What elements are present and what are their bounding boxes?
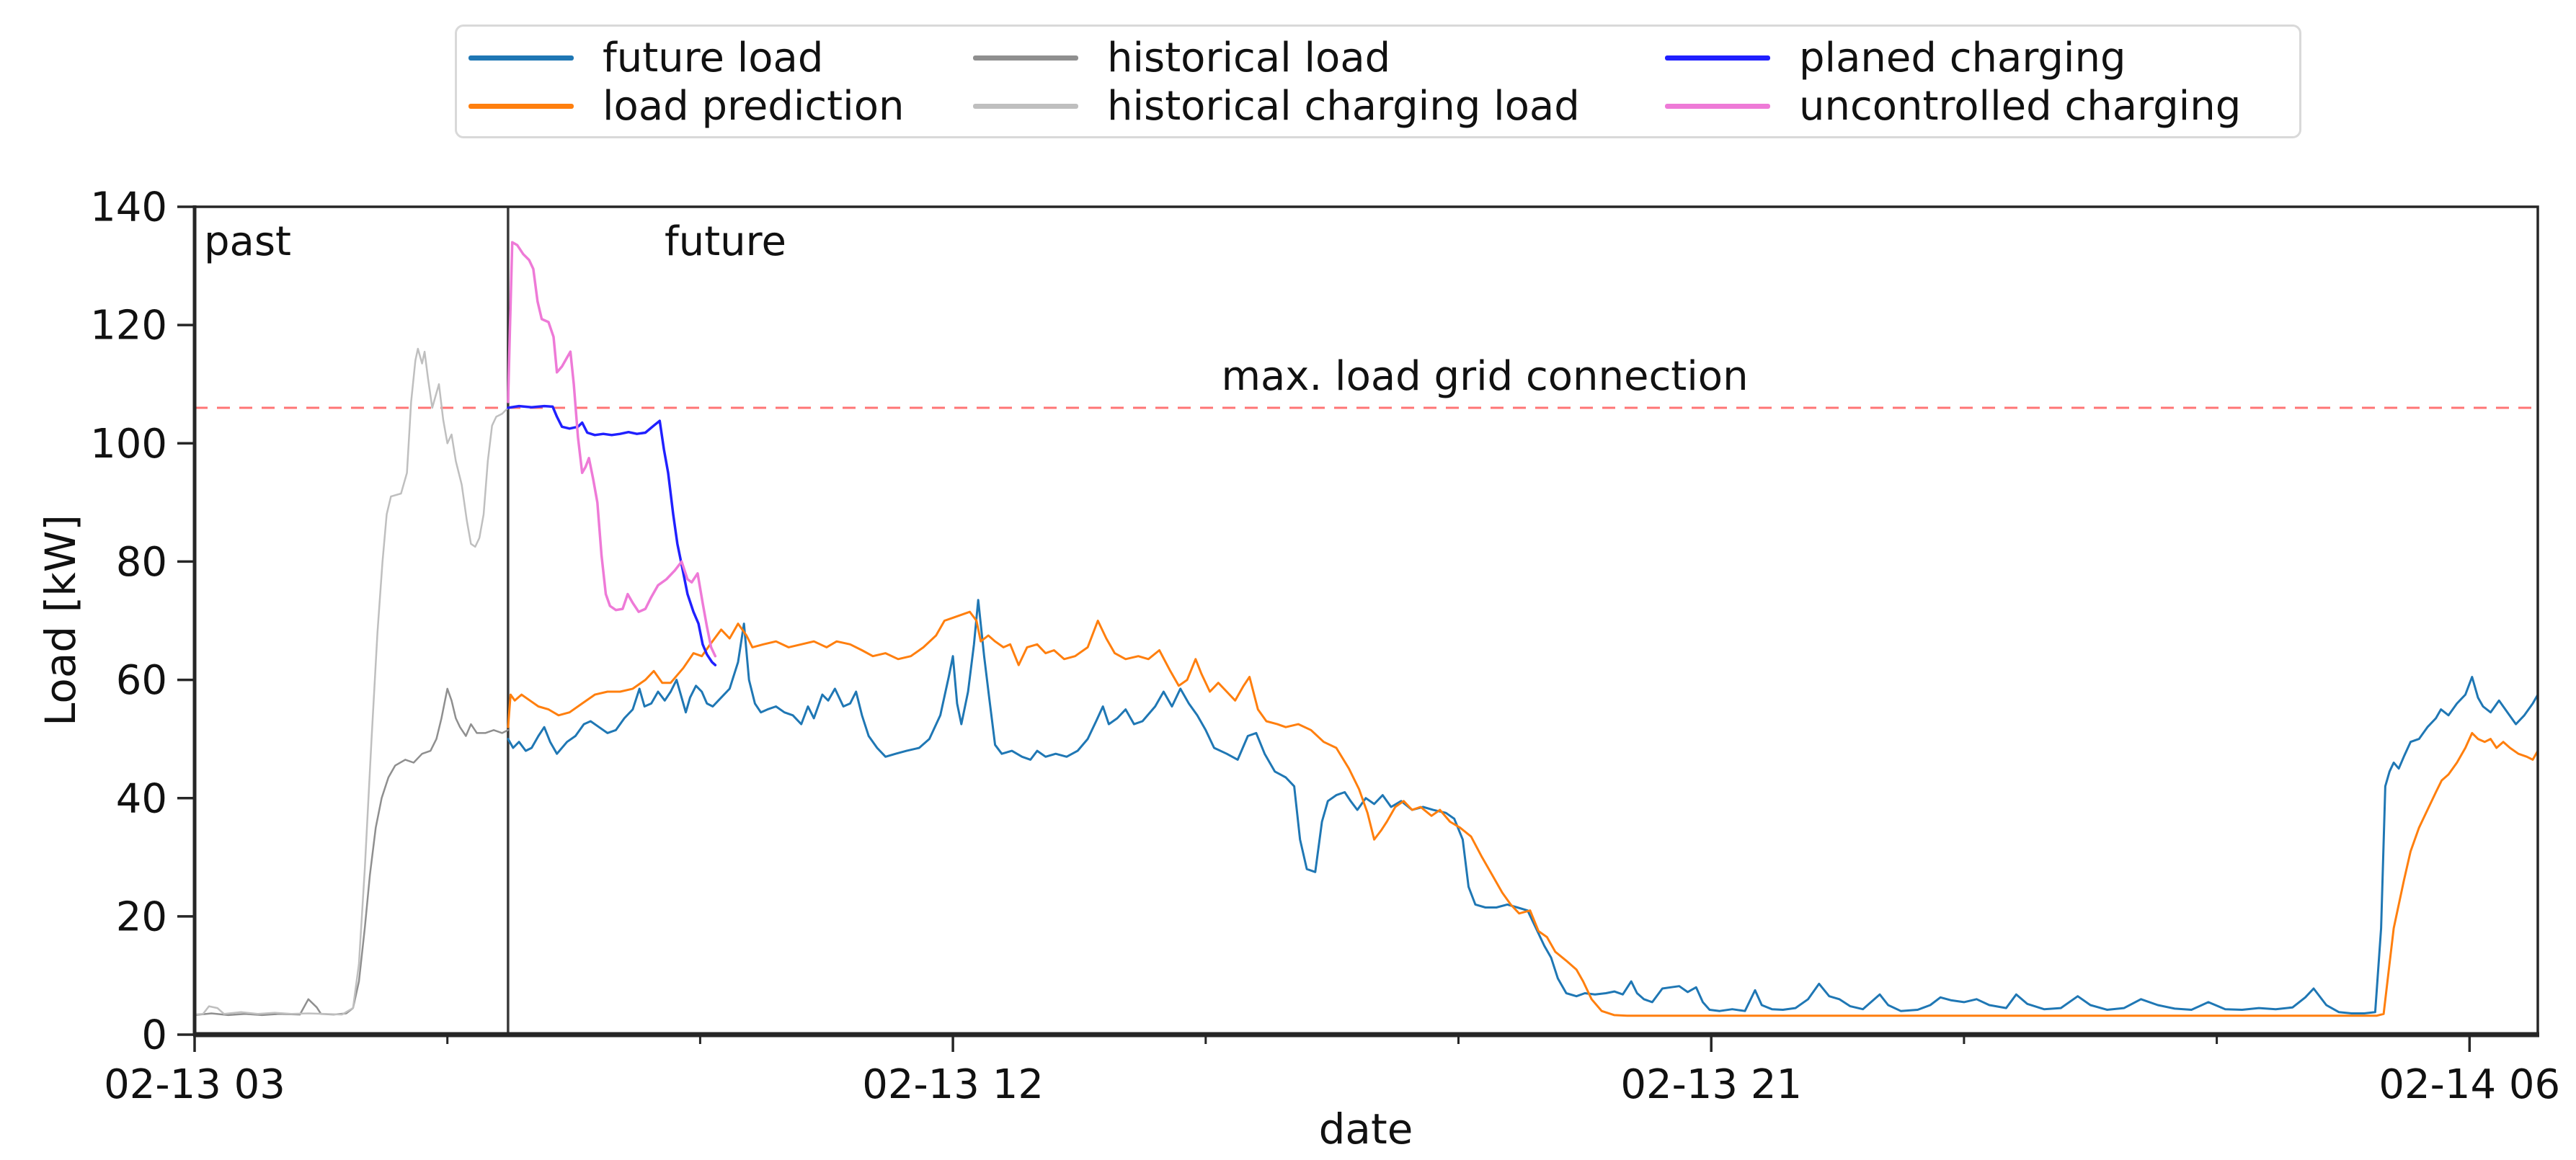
x-axis-label: date <box>1318 1105 1413 1154</box>
legend-label-load_prediction: load prediction <box>603 82 905 130</box>
series-line-planed_charging <box>507 404 717 666</box>
legend-label-planed_charging: planed charging <box>1799 34 2126 81</box>
plot-frame <box>193 205 2539 1036</box>
y-axis-label: Load [kW] <box>36 514 85 726</box>
legend-entry-historical_charging_load: historical charging load <box>973 82 1665 130</box>
legend-label-historical_charging_load: historical charging load <box>1107 82 1580 130</box>
legend: future load load prediction historical loa… <box>455 24 2301 138</box>
legend-label-uncontrolled_charging: uncontrolled charging <box>1799 82 2242 130</box>
legend-swatch-uncontrolled_charging <box>1665 104 1770 109</box>
x-tick-label: 02-13 03 <box>104 1061 285 1108</box>
series-line-future_load <box>507 599 2539 1014</box>
legend-swatch-historical_load <box>973 55 1078 61</box>
legend-swatch-future_load <box>468 55 574 61</box>
series-line-load_prediction <box>507 610 2539 1017</box>
y-tick-label: 20 <box>116 893 167 940</box>
y-tick-label: 60 <box>116 657 167 704</box>
y-tick-label: 80 <box>116 539 167 586</box>
y-tick-label: 140 <box>90 184 167 231</box>
legend-label-historical_load: historical load <box>1107 34 1391 81</box>
y-tick-label: 0 <box>141 1012 167 1059</box>
x-tick-label: 02-14 06 <box>2379 1061 2560 1108</box>
legend-entry-historical_load: historical load <box>973 34 1665 82</box>
y-tick-label: 120 <box>90 303 167 349</box>
legend-label-future_load: future load <box>603 34 824 81</box>
y-tick-label: 40 <box>116 775 167 822</box>
legend-swatch-load_prediction <box>468 104 574 109</box>
series-line-historical_load <box>193 687 510 1017</box>
annotation-max-load-grid-connection: max. load grid connection <box>1221 353 1749 400</box>
legend-entry-planed_charging: planed charging <box>1665 34 2299 82</box>
x-tick-label: 02-13 21 <box>1620 1061 1802 1108</box>
legend-swatch-historical_charging_load <box>973 104 1078 109</box>
series-line-uncontrolled_charging <box>507 241 717 658</box>
legend-entry-future_load: future load <box>468 34 973 82</box>
legend-entry-load_prediction: load prediction <box>468 82 973 130</box>
x-tick-label: 02-13 12 <box>862 1061 1044 1108</box>
annotation-past: past <box>204 218 291 265</box>
y-tick-label: 100 <box>90 421 167 468</box>
legend-swatch-planed_charging <box>1665 55 1770 61</box>
series-line-historical_charging_load <box>193 347 510 1016</box>
annotation-future: future <box>665 218 786 265</box>
legend-entry-uncontrolled_charging: uncontrolled charging <box>1665 82 2299 130</box>
